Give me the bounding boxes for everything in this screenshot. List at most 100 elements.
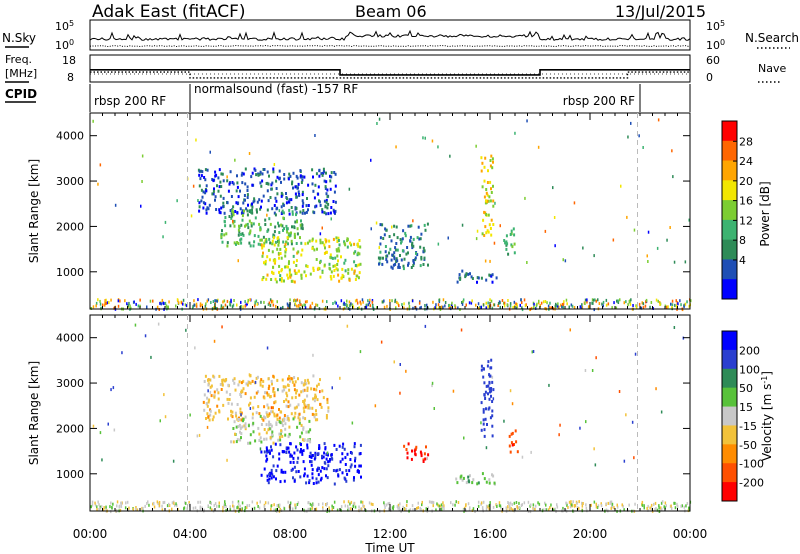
isolated-echo-cell: [521, 455, 524, 459]
isolated-echo-cell: [460, 328, 463, 332]
ground-scatter-cell: [650, 503, 653, 507]
ground-scatter-cell: [676, 502, 678, 506]
ground-scatter-cell: [654, 508, 656, 512]
range-gate-cell: [268, 258, 271, 262]
range-gate-cell: [237, 201, 240, 205]
ground-scatter-cell: [545, 508, 548, 512]
ground-scatter-cell: [402, 505, 404, 509]
ground-scatter-cell: [642, 302, 645, 306]
range-gate-cell: [278, 270, 280, 274]
range-gate-cell: [297, 456, 300, 460]
range-gate-cell: [417, 225, 420, 229]
range-gate-cell: [315, 388, 318, 392]
cpid-label: CPID: [5, 87, 37, 101]
ground-scatter-cell: [412, 306, 414, 310]
range-gate-cell: [288, 432, 291, 436]
isolated-echo-cell: [378, 246, 380, 250]
ground-scatter-cell: [634, 502, 636, 506]
range-gate-cell: [491, 157, 494, 161]
range-gate-cell: [200, 188, 203, 192]
range-gate-cell: [260, 473, 263, 477]
range-gate-cell: [239, 207, 242, 211]
range-gate-cell: [297, 377, 299, 381]
range-gate-cell: [282, 211, 285, 215]
range-gate-cell: [415, 251, 417, 255]
range-gate-cell: [273, 391, 276, 395]
range-gate-cell: [315, 481, 318, 485]
isolated-echo-cell: [582, 246, 584, 250]
frequency-trace: [90, 69, 690, 79]
ground-scatter-cell: [480, 305, 482, 309]
ground-scatter-cell: [388, 507, 390, 511]
range-gate-cell: [271, 430, 274, 434]
range-gate-cell: [486, 229, 489, 233]
range-gate-cell: [301, 204, 304, 208]
ground-scatter-cell: [146, 305, 148, 309]
range-gate-cell: [218, 208, 221, 212]
ground-scatter-cell: [270, 504, 272, 508]
ground-scatter-cell: [216, 504, 218, 508]
range-gate-cell: [293, 280, 296, 284]
isolated-echo-cell: [531, 350, 533, 354]
ground-scatter-cell: [405, 507, 407, 511]
ground-scatter-cell: [312, 503, 315, 507]
range-gate-cell: [301, 199, 304, 203]
range-gate-cell: [252, 430, 255, 434]
ground-scatter-cell: [509, 504, 511, 508]
range-gate-cell: [266, 229, 269, 233]
range-gate-cell: [290, 377, 293, 381]
range-gate-cell: [225, 390, 228, 394]
range-gate-cell: [283, 450, 286, 454]
isolated-echo-cell: [630, 121, 632, 125]
range-gate-cell: [336, 268, 339, 272]
range-gate-cell: [325, 171, 327, 175]
range-gate-cell: [315, 395, 317, 399]
y-tick-label: 4000: [56, 332, 84, 345]
ground-scatter-cell: [360, 302, 362, 306]
range-gate-cell: [233, 219, 236, 223]
isolated-echo-cell: [399, 391, 401, 395]
ground-scatter-cell: [221, 306, 224, 310]
range-gate-cell: [273, 243, 276, 247]
range-gate-cell: [330, 206, 333, 209]
range-gate-cell: [309, 272, 312, 276]
ground-scatter-cell: [199, 302, 202, 306]
ground-scatter-cell: [507, 505, 509, 509]
range-gate-cell: [274, 259, 277, 263]
freq-label: Freq.: [5, 53, 32, 66]
range-gate-cell: [345, 479, 348, 483]
x-tick-label: 04:00: [173, 527, 208, 541]
range-gate-cell: [293, 236, 296, 239]
ground-scatter-cell: [347, 508, 349, 512]
range-gate-cell: [487, 199, 490, 203]
ground-scatter-cell: [146, 502, 148, 505]
range-gate-cell: [256, 375, 259, 379]
range-gate-cell: [221, 240, 224, 244]
ground-scatter-cell: [383, 299, 385, 303]
range-gate-cell: [275, 280, 278, 284]
range-gate-cell: [265, 240, 268, 244]
ground-scatter-cell: [349, 302, 352, 306]
ground-scatter-cell: [463, 508, 465, 512]
range-gate-cell: [306, 443, 309, 447]
range-gate-cell: [226, 179, 229, 183]
ground-scatter-cell: [273, 508, 275, 512]
range-gate-cell: [225, 232, 228, 236]
ground-scatter-cell: [623, 301, 625, 305]
range-gate-cell: [213, 187, 215, 191]
range-gate-cell: [311, 472, 314, 476]
ground-scatter-cell: [409, 508, 412, 512]
range-gate-cell: [277, 438, 280, 442]
range-gate-cell: [237, 195, 240, 199]
range-gate-cell: [207, 400, 210, 404]
cpid-segment-3: rbsp 200 RF: [563, 94, 635, 108]
range-gate-cell: [338, 468, 341, 472]
range-gate-cell: [272, 387, 275, 391]
ground-scatter-cell: [168, 504, 171, 507]
ground-scatter-cell: [665, 504, 667, 508]
ground-scatter-cell: [578, 506, 580, 510]
range-gate-cell: [401, 249, 404, 253]
ground-scatter-cell: [558, 305, 560, 309]
ground-scatter-cell: [209, 506, 212, 510]
